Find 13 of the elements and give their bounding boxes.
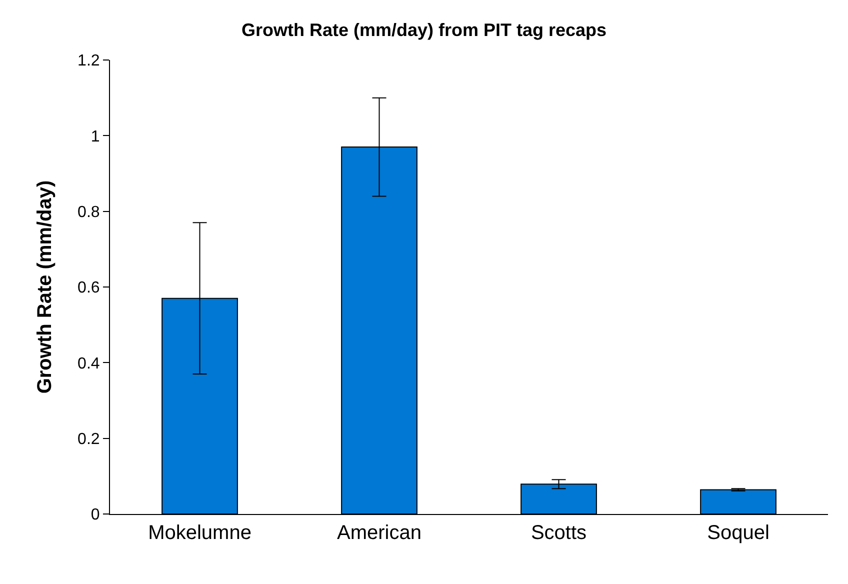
chart-title: Growth Rate (mm/day) from PIT tag recaps	[241, 20, 607, 40]
x-tick-label: Soquel	[707, 522, 770, 544]
y-tick-label: 0.4	[78, 355, 100, 372]
y-tick-label: 1	[90, 128, 100, 146]
y-tick-label: 0	[90, 506, 100, 524]
y-tick-label: 0.6	[78, 280, 100, 297]
y-tick-label: 1.2	[78, 52, 100, 70]
y-tick-label: 0.2	[78, 430, 100, 448]
y-axis-title: Growth Rate (mm/day)	[34, 180, 56, 394]
y-tick-label: 0.8	[78, 204, 100, 221]
x-tick-label: American	[337, 522, 422, 544]
x-tick-label: Mokelumne	[148, 522, 252, 544]
x-tick-label: Scotts	[530, 522, 587, 544]
